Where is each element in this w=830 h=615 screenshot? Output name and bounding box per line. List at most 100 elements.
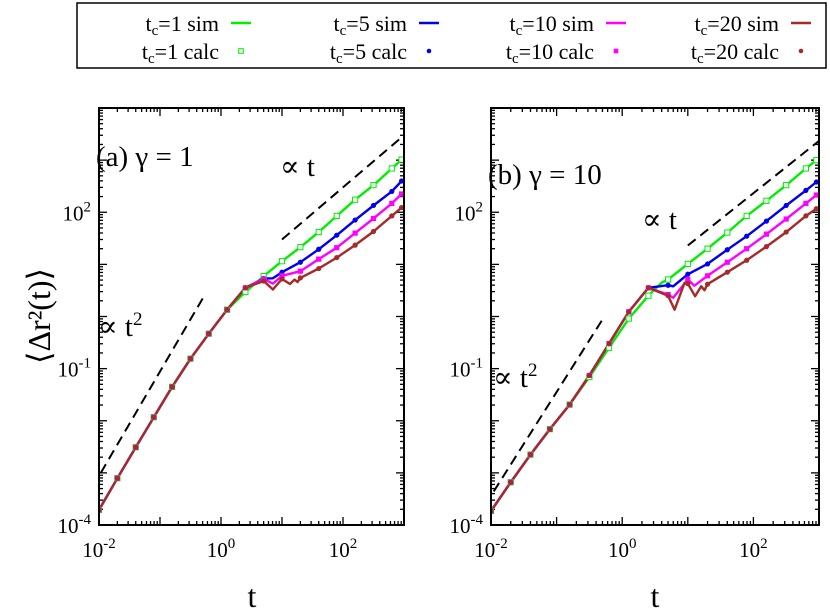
calc-point-tc5 — [334, 232, 340, 238]
calc-point-tc1 — [388, 165, 395, 172]
legend-label-tc20-calc: tc=20 calc — [691, 39, 779, 67]
calc-point-tc20 — [242, 285, 248, 291]
calc-point-tc20 — [389, 213, 395, 219]
calc-point-tc1 — [333, 212, 340, 220]
calc-point-tc5 — [389, 188, 395, 195]
legend: tc=1 sim tc=5 sim tc=10 sim tc=20 sim tc=1 c… — [76, 2, 827, 69]
calc-point-tc5 — [783, 202, 789, 209]
calc-point-tc5 — [316, 246, 322, 252]
y-tick-label: 10-1 — [58, 356, 92, 382]
calc-point-tc10 — [279, 273, 285, 279]
calc-point-tc5 — [803, 187, 809, 193]
legend-marker-tc10 — [613, 48, 619, 54]
panel-b-linear-guide-label: ∝ t — [642, 204, 677, 236]
calc-point-tc5 — [665, 282, 671, 288]
calc-point-tc5 — [744, 233, 750, 239]
calc-point-tc10 — [370, 215, 377, 222]
calc-markers-tc10 — [491, 192, 819, 514]
calc-point-tc10 — [704, 273, 711, 279]
x-tick-label: 10-2 — [82, 536, 116, 562]
calc-point-tc1 — [665, 276, 672, 283]
calc-point-tc1 — [352, 196, 359, 203]
legend-label-tc5-sim: tc=5 sim — [334, 11, 408, 39]
x-tick-label: 10-2 — [474, 536, 508, 562]
calc-point-tc20 — [114, 475, 120, 481]
calc-point-tc10 — [724, 259, 730, 265]
calc-point-tc20 — [626, 309, 632, 315]
ballistic-guide-line — [99, 297, 205, 474]
panel-a-x-axis-label: t — [248, 578, 257, 614]
y-axis-label: ⟨Δr²(t)⟩ — [21, 268, 57, 364]
sim-curve-tc20 — [491, 207, 818, 512]
calc-point-tc1 — [802, 165, 809, 172]
calc-point-tc20 — [803, 213, 809, 219]
calc-markers-tc1 — [99, 156, 404, 513]
calc-point-tc10 — [744, 246, 750, 252]
legend-label-tc5-calc: tc=5 calc — [330, 39, 407, 67]
calc-point-tc1 — [724, 229, 731, 236]
y-tick-label: 102 — [63, 199, 92, 225]
calc-point-tc20 — [261, 278, 267, 284]
calc-point-tc20 — [813, 206, 819, 212]
calc-point-tc10 — [316, 256, 322, 262]
x-tick-label: 100 — [207, 536, 236, 562]
calc-point-tc1 — [398, 156, 404, 163]
y-tick-label: 10-4 — [450, 512, 484, 538]
calc-point-tc20 — [724, 269, 730, 275]
calc-markers-tc20 — [491, 206, 819, 514]
calc-point-tc20 — [744, 257, 750, 263]
linear-guide-line — [281, 134, 404, 241]
calc-point-tc20 — [187, 356, 194, 362]
calc-point-tc20 — [206, 331, 212, 337]
plot-frame — [98, 107, 405, 526]
calc-point-tc1 — [743, 212, 750, 220]
calc-point-tc10 — [803, 200, 809, 206]
calc-point-tc1 — [684, 260, 691, 268]
calc-point-tc10 — [813, 192, 819, 198]
legend-label-tc1-sim: tc=1 sim — [146, 11, 220, 39]
calc-point-tc20 — [316, 265, 322, 272]
calc-point-tc10 — [783, 216, 789, 222]
calc-point-tc1 — [783, 182, 790, 189]
calc-point-tc10 — [398, 191, 404, 197]
calc-point-tc20 — [352, 242, 358, 248]
calc-markers-tc5 — [99, 178, 404, 513]
calc-point-tc20 — [133, 444, 139, 450]
ballistic-guide-line — [492, 318, 604, 492]
calc-point-tc5 — [724, 247, 730, 253]
legend-label-tc10-sim: tc=10 sim — [510, 11, 595, 39]
legend-label-tc1-calc: tc=1 calc — [142, 39, 219, 67]
panel-b-ballistic-guide-label: ∝ t2 — [493, 360, 537, 394]
panel-b-label: (b) γ = 10 — [488, 159, 602, 191]
calc-point-tc20 — [547, 426, 553, 432]
calc-point-tc20 — [334, 254, 340, 261]
calc-point-tc20 — [665, 293, 671, 299]
data-layer — [99, 134, 404, 513]
calc-point-tc20 — [398, 204, 404, 211]
sim-curve-tc5 — [99, 180, 403, 511]
calc-point-tc1 — [645, 292, 652, 299]
calc-point-tc20 — [645, 285, 652, 291]
legend-label-tc10-calc: tc=10 calc — [506, 39, 594, 67]
panel-a-ballistic-guide-label: ∝ t2 — [98, 309, 142, 343]
calc-point-tc20 — [763, 244, 770, 250]
calc-point-tc10 — [685, 276, 691, 283]
panel-b-x-axis-label: t — [651, 578, 660, 614]
calc-point-tc20 — [685, 281, 691, 287]
calc-point-tc20 — [606, 341, 612, 347]
calc-point-tc1 — [625, 315, 632, 322]
calc-point-tc10 — [352, 230, 358, 236]
calc-point-tc1 — [370, 182, 377, 189]
data-layer — [491, 140, 819, 515]
calc-point-tc10 — [763, 231, 770, 237]
y-tick-label: 10-4 — [58, 512, 92, 538]
plot-frame — [490, 107, 820, 526]
calc-markers-tc20 — [99, 204, 404, 513]
calc-point-tc5 — [813, 179, 819, 185]
calc-point-tc20 — [783, 229, 789, 235]
calc-point-tc20 — [169, 384, 175, 390]
calc-point-tc5 — [704, 261, 711, 267]
calc-point-tc5 — [297, 259, 303, 265]
calc-point-tc1 — [763, 197, 770, 204]
